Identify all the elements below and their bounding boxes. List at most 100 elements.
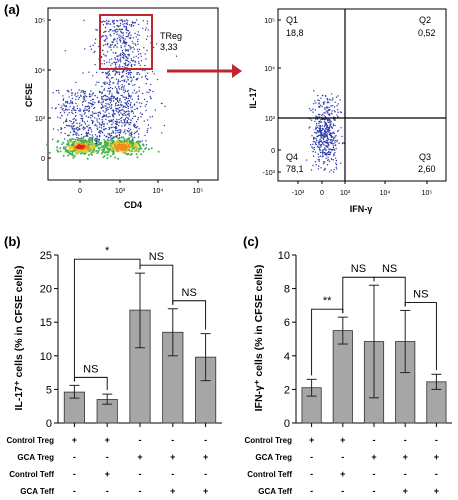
flow-event-dot [88,146,91,149]
flow-event-dot [111,109,114,112]
flow-event-dot [120,121,123,123]
flow-event-dot [77,92,79,94]
flow-event-dot [142,69,144,72]
flow-event-dot [119,28,121,30]
flow-event-dot [98,100,100,102]
flow-event-dot [97,150,100,153]
flow-event-dot [111,93,113,95]
flow-event-dot [135,141,138,144]
flow-event-dot [129,95,131,97]
flow-event-dot [66,100,69,103]
flow-event-dot [310,144,312,146]
flow-event-dot [152,90,154,93]
flow-event-dot [124,111,126,113]
flow-event-dot [94,143,96,145]
flow-event-dot [144,134,146,137]
flow-event-dot [121,125,123,127]
flow-event-dot [105,38,107,41]
flow-plot-cfse-cd4: TReg 3,33 CFSE CD4 10⁵ 10⁴ 10³ 0 0 10³ 10⁴ 10⁵ [24,7,219,210]
flow-event-dot [92,107,95,110]
flow-event-dot [120,30,122,33]
flow-event-dot [83,143,86,146]
flow-event-dot [86,95,88,98]
flow-event-dot [66,102,69,104]
flow-event-dot [138,62,140,65]
flow-event-dot [102,49,104,51]
flow-event-dot [90,96,92,98]
flow-event-dot [103,125,105,128]
flow-event-dot [331,141,334,143]
flow-event-dot [115,147,118,150]
flow-event-dot [118,71,120,73]
flow-event-dot [64,126,66,129]
flow-event-dot [122,96,124,98]
flow-event-dot [147,119,149,121]
flow-event-dot [124,148,127,151]
flow-event-dot [136,34,139,36]
flow-event-dot [78,96,81,99]
flow-event-dot [138,86,140,89]
chart-b-condition-mark: - [204,469,207,479]
flow-event-dot [67,125,69,127]
flow-event-dot [72,112,74,115]
flow-event-dot [144,53,146,55]
flow-event-dot [80,94,82,96]
flow-event-dot [122,54,125,57]
flow-event-dot [76,107,79,110]
flow-event-dot [335,96,338,98]
flow-event-dot [137,98,140,100]
flow-event-dot [123,85,126,87]
flow-event-dot [72,156,75,159]
flow-event-dot [107,42,109,45]
flow-event-dot [104,140,107,143]
flow-event-dot [80,137,83,139]
flow-event-dot [101,99,103,101]
panel-label-c: (c) [243,234,259,249]
flow-event-dot [115,122,117,125]
flow-event-dot [125,19,128,21]
flow-event-dot [98,134,101,137]
flow-event-dot [130,58,133,60]
flow-event-dot [115,129,117,132]
flow-event-dot [122,52,125,54]
flow-event-dot [103,106,105,108]
flow-event-dot [142,20,144,22]
flow-event-dot [103,98,105,101]
flow-event-dot [101,127,103,129]
flow-event-dot [326,118,328,121]
flow-event-dot [315,138,317,140]
flow-event-dot [95,141,98,143]
flow-event-dot [125,90,127,93]
flow-event-dot [147,148,150,151]
flow-event-dot [110,126,113,129]
chart-b-condition-mark: + [137,452,142,462]
flow-event-dot [318,140,320,142]
flow-event-dot [133,56,135,58]
chart-b-ytick-label: 0 [46,418,52,430]
chart-c-condition-mark: - [341,486,344,496]
flow-event-dot [118,133,121,136]
flow-event-dot [69,106,71,108]
flow-event-dot [127,89,129,92]
flow-event-dot [101,118,103,121]
flow-event-dot [327,100,329,102]
flow-event-dot [118,134,121,137]
flow-event-dot [119,99,121,101]
flow-event-dot [63,103,65,105]
flow-event-dot [96,120,98,122]
flow-event-dot [104,115,106,117]
flow-event-dot [320,143,322,146]
flow-event-dot [137,150,140,153]
flow-event-dot [318,156,320,158]
flow-event-dot [325,145,327,147]
flow-event-dot [74,94,76,96]
flow-event-dot [108,128,110,131]
flow-event-dot [73,117,76,120]
flow-event-dot [96,96,99,99]
flow-event-dot [85,106,87,108]
flow-event-dot [68,96,70,98]
flow-event-dot [112,118,115,121]
flow-event-dot [113,126,115,129]
flow-event-dot [120,130,122,133]
flow-event-dot [88,116,90,119]
